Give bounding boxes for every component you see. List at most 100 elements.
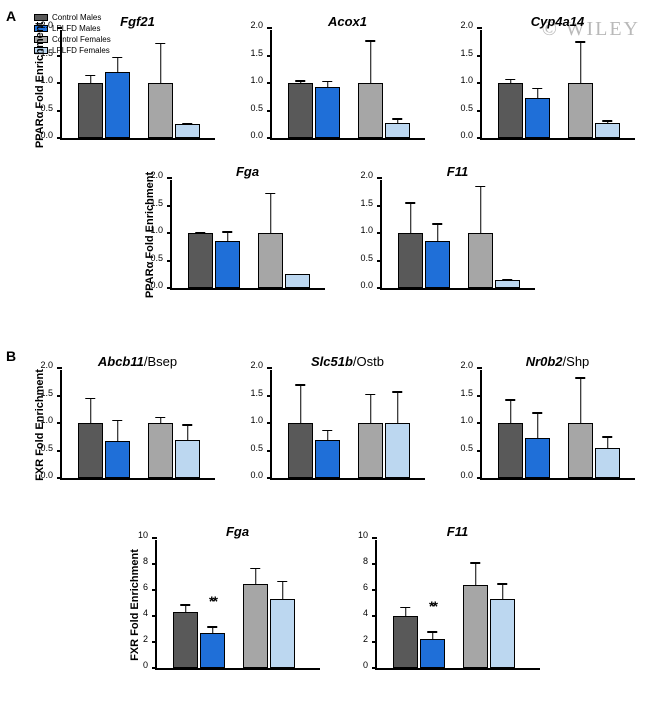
- error-bar: [537, 88, 539, 99]
- y-tick-label: 0.0: [40, 470, 60, 480]
- y-tick-label: 1.0: [150, 225, 170, 235]
- chart-title: Slc51b/Ostb: [270, 354, 425, 369]
- bar-control_females: [358, 423, 383, 478]
- y-tick-label: 1.0: [360, 225, 380, 235]
- y-tick-label: 0.0: [250, 130, 270, 140]
- y-tick-label: 2.0: [250, 20, 270, 30]
- y-tick-label: 8: [363, 556, 375, 566]
- bar-lplfd_males: [315, 87, 340, 138]
- axes: [480, 370, 635, 480]
- axes: [170, 180, 325, 290]
- chart-abcb11: Abcb11/BsepFXR Fold Enrichment0.00.51.01…: [60, 370, 215, 480]
- error-bar: [607, 436, 609, 449]
- y-tick-label: 0.5: [40, 443, 60, 453]
- bar-lplfd_females: [495, 280, 520, 288]
- bar-control_males: [78, 83, 103, 138]
- y-axis-label: FXR Fold Enrichment: [129, 549, 141, 661]
- chart-slc51b: Slc51b/Ostb0.00.51.01.52.0: [270, 370, 425, 480]
- bar-lplfd_females: [175, 124, 200, 138]
- y-tick-label: 1.5: [250, 388, 270, 398]
- bar-lplfd_females: [270, 599, 295, 668]
- bar-control_females: [243, 584, 268, 669]
- error-bar: [90, 398, 92, 424]
- bar-lplfd_males: [105, 72, 130, 138]
- bar-control_females: [148, 83, 173, 138]
- y-tick-label: 10: [358, 530, 375, 540]
- error-bar: [270, 193, 272, 234]
- error-bar: [397, 118, 399, 124]
- y-tick-label: 2: [363, 634, 375, 644]
- bar-lplfd_males: [420, 639, 445, 668]
- error-bar: [200, 232, 202, 234]
- bar-lplfd_females: [175, 440, 200, 479]
- bar-control_females: [148, 423, 173, 478]
- bar-lplfd_females: [285, 274, 310, 288]
- chart-ppar-fga: FgaPPARα Fold Enrichment0.00.51.01.52.0: [170, 180, 325, 290]
- error-bar: [502, 583, 504, 600]
- chart-fgf21: Fgf21PPARα Fold Enrichment0.00.51.01.52.…: [60, 30, 215, 140]
- error-bar: [510, 399, 512, 424]
- bar-lplfd_males: [315, 440, 340, 479]
- chart-title: Cyp4a14: [480, 14, 635, 29]
- bar-lplfd_females: [595, 123, 620, 138]
- error-bar: [185, 604, 187, 613]
- y-tick-label: 1.5: [150, 198, 170, 208]
- error-bar: [475, 562, 477, 585]
- bar-control_males: [393, 616, 418, 668]
- axes: [270, 30, 425, 140]
- bar-lplfd_males: [525, 98, 550, 138]
- bar-lplfd_females: [595, 448, 620, 478]
- y-tick-label: 2.0: [460, 20, 480, 30]
- error-bar: [510, 79, 512, 85]
- bar-control_females: [568, 423, 593, 478]
- chart-title: Fga: [155, 524, 320, 539]
- y-tick-label: 0.5: [250, 443, 270, 453]
- y-tick-label: 2: [143, 634, 155, 644]
- y-tick-label: 0.5: [40, 103, 60, 113]
- error-bar: [160, 43, 162, 84]
- error-bar: [370, 394, 372, 424]
- error-bar: [117, 420, 119, 442]
- bar-control_males: [188, 233, 213, 288]
- chart-title: F11: [380, 164, 535, 179]
- bar-lplfd_females: [385, 123, 410, 138]
- y-tick-label: 0.0: [360, 280, 380, 290]
- bar-control_males: [498, 423, 523, 478]
- y-tick-label: 1.0: [40, 415, 60, 425]
- axes: [480, 30, 635, 140]
- error-bar: [282, 581, 284, 601]
- y-tick-label: 1.5: [250, 48, 270, 58]
- error-bar: [300, 384, 302, 424]
- chart-title: Nr0b2/Shp: [480, 354, 635, 369]
- axes: **: [155, 540, 320, 670]
- error-bar: [432, 631, 434, 640]
- bar-lplfd_males: [215, 241, 240, 288]
- chart-title: Acox1: [270, 14, 425, 29]
- error-bar: [480, 186, 482, 234]
- bar-control_females: [468, 233, 493, 288]
- chart-title: Fgf21: [60, 14, 215, 29]
- y-tick-label: 0.0: [460, 130, 480, 140]
- error-bar: [212, 626, 214, 634]
- bar-lplfd_males: [200, 633, 225, 668]
- y-tick-label: 4: [143, 608, 155, 618]
- bar-lplfd_females: [490, 599, 515, 668]
- error-bar: [300, 80, 302, 84]
- y-tick-label: 1.5: [460, 48, 480, 58]
- error-bar: [537, 412, 539, 438]
- y-tick-label: 0.5: [460, 443, 480, 453]
- significance-marker: **: [429, 598, 436, 614]
- significance-marker: **: [209, 593, 216, 609]
- y-tick-label: 1.0: [250, 415, 270, 425]
- error-bar: [90, 75, 92, 84]
- y-tick-label: 6: [143, 582, 155, 592]
- axes: [380, 180, 535, 290]
- bar-control_males: [78, 423, 103, 478]
- bar-lplfd_females: [385, 423, 410, 478]
- bar-lplfd_males: [105, 441, 130, 478]
- error-bar: [117, 57, 119, 74]
- error-bar: [255, 568, 257, 585]
- y-tick-label: 10: [138, 530, 155, 540]
- y-tick-label: 6: [363, 582, 375, 592]
- axes: [60, 30, 215, 140]
